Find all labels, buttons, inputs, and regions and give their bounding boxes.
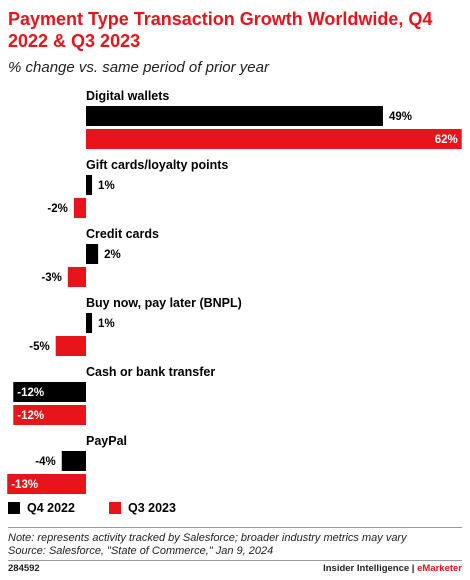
value-label-q3-2023-buy-now-pay-later-bnpl: -5%	[29, 341, 49, 353]
divider-bottom	[8, 560, 462, 561]
footer-brand: Insider Intelligence | eMarketer	[323, 563, 462, 574]
value-label-q4-2022-buy-now-pay-later-bnpl: 1%	[98, 318, 115, 330]
value-label-q3-2023-gift-cards-loyalty-points: -2%	[47, 203, 67, 215]
category-label-gift-cards-loyalty-points: Gift cards/loyalty points	[86, 158, 228, 172]
value-label-q4-2022-digital-wallets: 49%	[389, 111, 412, 123]
legend: Q4 2022 Q3 2023	[8, 501, 210, 515]
source-text: Source: Salesforce, "State of Commerce,"…	[8, 545, 274, 557]
chart-id: 284592	[8, 563, 40, 574]
bar-q3-2023-cash-or-bank-transfer	[13, 405, 87, 425]
value-label-q3-2023-cash-or-bank-transfer: -12%	[17, 410, 44, 422]
bar-q3-2023-paypal	[7, 474, 86, 494]
brand-name: Insider Intelligence	[323, 563, 410, 574]
brand-separator: |	[409, 563, 418, 574]
bar-q4-2022-gift-cards-loyalty-points	[86, 175, 93, 195]
legend-item-q3-2023: Q3 2023	[108, 501, 176, 515]
bar-q3-2023-buy-now-pay-later-bnpl	[55, 336, 86, 356]
value-label-q4-2022-gift-cards-loyalty-points: 1%	[98, 180, 115, 192]
legend-swatch-q4-2022	[8, 502, 20, 514]
brand-name-secondary: eMarketer	[417, 563, 462, 574]
legend-label-q3-2023: Q3 2023	[127, 501, 176, 515]
note-text: Note: represents activity tracked by Sal…	[8, 532, 407, 544]
category-label-credit-cards: Credit cards	[86, 227, 159, 241]
bar-q4-2022-paypal	[61, 451, 86, 471]
footer: 284592 Insider Intelligence | eMarketer	[8, 563, 462, 574]
category-label-paypal: PayPal	[86, 434, 127, 448]
value-label-q4-2022-paypal: -4%	[35, 456, 55, 468]
bar-q4-2022-credit-cards	[86, 244, 99, 264]
bar-q4-2022-cash-or-bank-transfer	[13, 382, 87, 402]
chart-title: Payment Type Transaction Growth Worldwid…	[8, 9, 433, 51]
bar-q4-2022-digital-wallets	[86, 106, 383, 126]
bar-chart: Digital wallets 49% 62% Gift cards/loyalty …	[7, 89, 462, 494]
legend-swatch-q3-2023	[108, 502, 121, 514]
bar-q3-2023-gift-cards-loyalty-points	[73, 198, 86, 218]
notes: Note: represents activity tracked by Sal…	[8, 532, 407, 558]
legend-item-q4-2022: Q4 2022	[8, 501, 75, 515]
category-label-buy-now-pay-later-bnpl: Buy now, pay later (BNPL)	[86, 296, 242, 310]
value-label-q3-2023-credit-cards: -3%	[41, 272, 61, 284]
value-label-q3-2023-digital-wallets: 62%	[435, 134, 458, 146]
category-label-cash-or-bank-transfer: Cash or bank transfer	[86, 365, 215, 379]
bar-q3-2023-credit-cards	[67, 267, 86, 287]
bar-q3-2023-digital-wallets	[86, 129, 462, 149]
legend-label-q4-2022: Q4 2022	[27, 501, 75, 515]
chart-subtitle: % change vs. same period of prior year	[8, 59, 269, 76]
value-label-q3-2023-paypal: -13%	[11, 479, 38, 491]
bar-q4-2022-buy-now-pay-later-bnpl	[86, 313, 93, 333]
divider-top	[8, 527, 462, 528]
category-label-digital-wallets: Digital wallets	[86, 89, 169, 103]
value-label-q4-2022-credit-cards: 2%	[104, 249, 121, 261]
value-label-q4-2022-cash-or-bank-transfer: -12%	[17, 387, 44, 399]
